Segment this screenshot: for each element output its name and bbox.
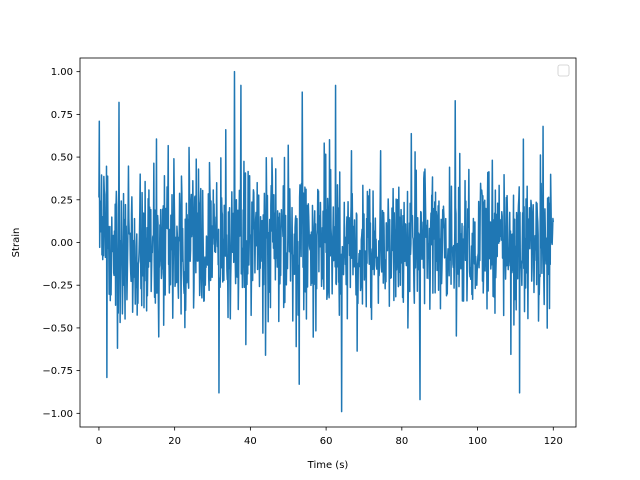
legend-box xyxy=(557,64,570,77)
x-tick-label: 60 xyxy=(320,436,333,447)
series-line xyxy=(98,70,555,413)
y-tick-label: 0.25 xyxy=(51,195,73,206)
x-tick-label: 20 xyxy=(168,436,181,447)
x-tick-label: 100 xyxy=(468,436,487,447)
y-axis-label: Strain xyxy=(11,228,22,258)
x-tick-label: 40 xyxy=(244,436,257,447)
x-axis: 0 20 40 60 80 100 120 xyxy=(96,427,563,447)
axes-frame xyxy=(79,57,577,428)
y-tick-label: −0.25 xyxy=(42,281,73,292)
x-axis-label: Time (s) xyxy=(307,460,349,471)
y-tick-label: −0.50 xyxy=(42,323,73,334)
y-tick-label: 0.75 xyxy=(51,110,73,121)
y-axis: −1.00 −0.75 −0.50 −0.25 0.00 0.25 0.50 0.75 1.00 xyxy=(42,67,80,420)
y-tick-label: −1.00 xyxy=(42,409,73,420)
y-tick-label: 0.00 xyxy=(51,238,73,249)
x-tick-label: 80 xyxy=(395,436,408,447)
plot-area xyxy=(98,70,555,413)
x-tick-label: 0 xyxy=(96,436,102,447)
y-tick-label: 1.00 xyxy=(51,67,73,78)
y-tick-label: 0.50 xyxy=(51,153,73,164)
y-tick-label: −0.75 xyxy=(42,366,73,377)
x-tick-label: 120 xyxy=(544,436,563,447)
